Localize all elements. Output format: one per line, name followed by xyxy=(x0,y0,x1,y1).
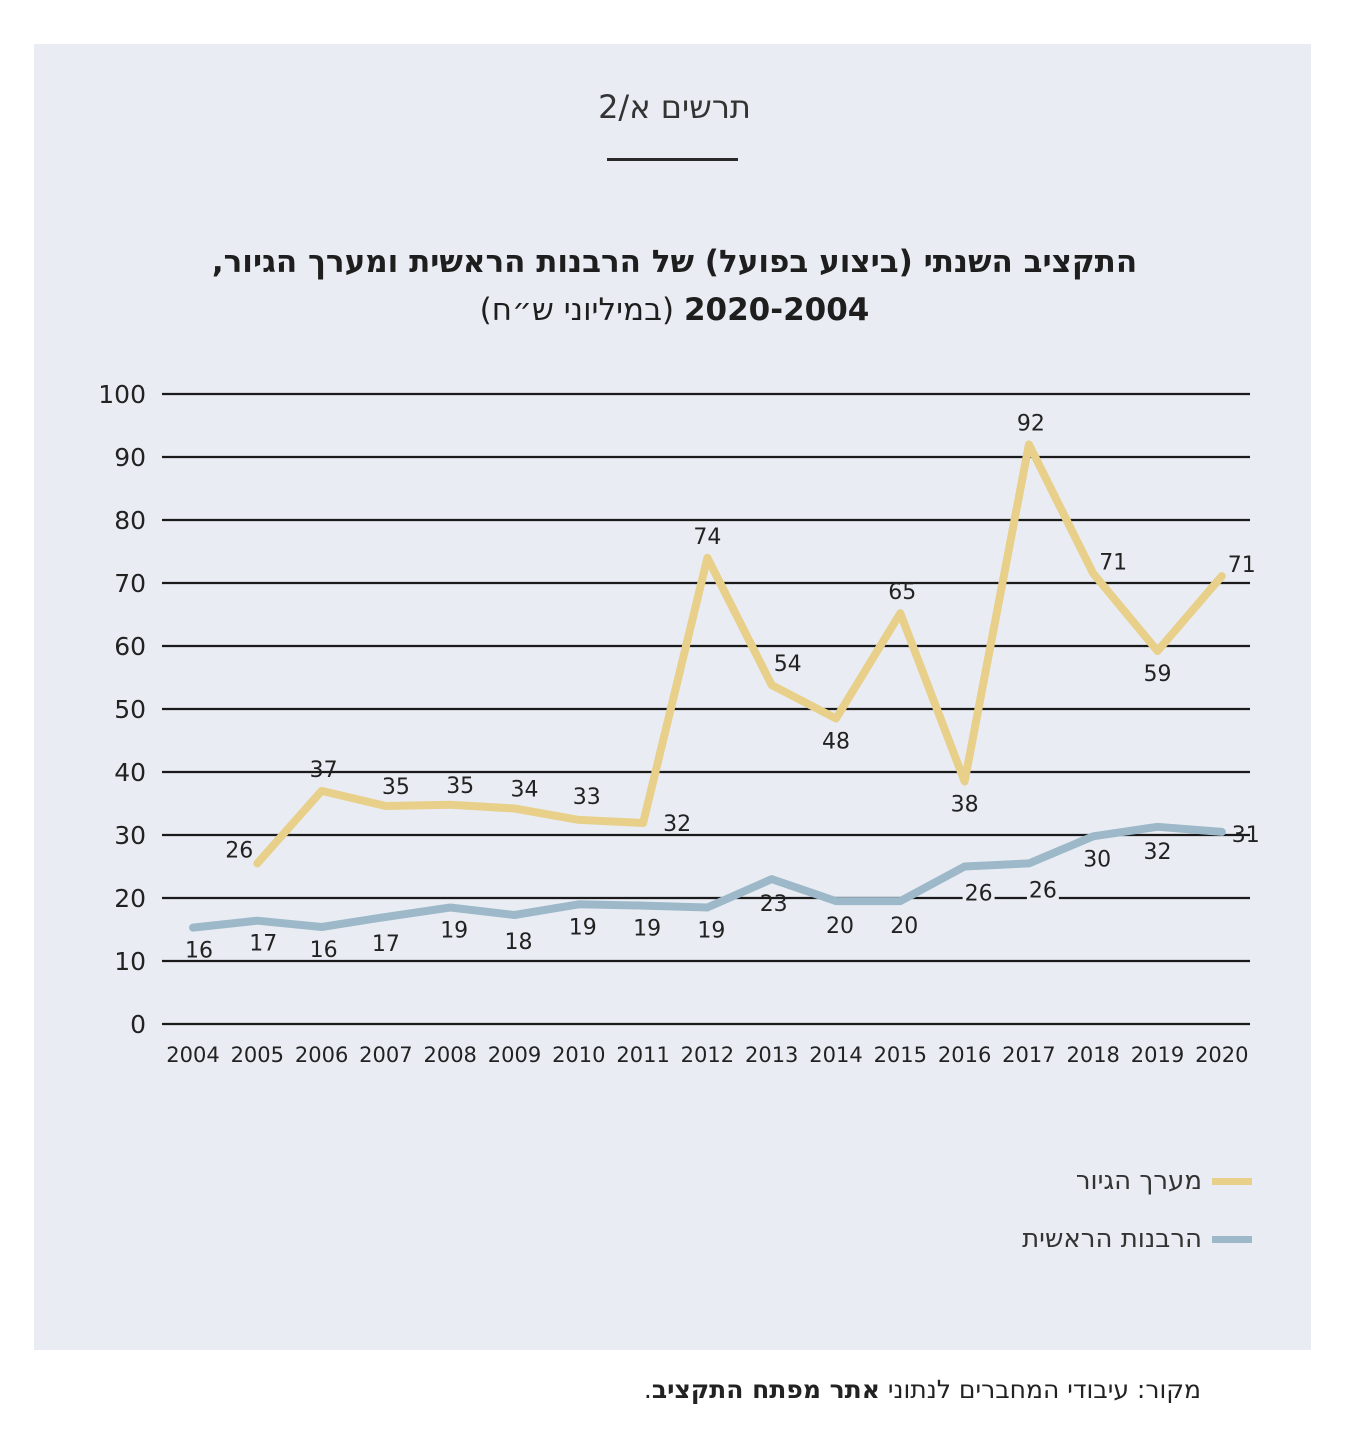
y-tick-label: 40 xyxy=(114,758,146,787)
data-label-0-2012: 74 xyxy=(693,525,721,550)
data-label-0-2005: 26 xyxy=(225,838,253,863)
data-label-1-2011: 19 xyxy=(633,917,661,942)
y-tick-label: 30 xyxy=(114,821,146,850)
legend-label-giyur: מערך הגיור xyxy=(1075,1166,1202,1196)
x-tick-label: 2020 xyxy=(1195,1043,1248,1067)
data-label-1-2010: 19 xyxy=(569,915,597,940)
data-label-1-2016: 26 xyxy=(965,882,993,907)
data-label-1-2006: 16 xyxy=(310,938,338,963)
x-tick-label: 2006 xyxy=(295,1043,348,1067)
chart-title: התקציב השנתי (ביצוע בפועל) של הרבנות הרא… xyxy=(211,244,1138,280)
x-tick-label: 2019 xyxy=(1131,1043,1184,1067)
y-axis-ticks: 0 10 20 30 40 50 60 70 80 90 100 xyxy=(98,380,146,1039)
y-tick-label: 70 xyxy=(114,569,146,598)
data-label-0-2006: 37 xyxy=(310,758,338,783)
x-tick-label: 2008 xyxy=(423,1043,476,1067)
legend-swatch-giyur xyxy=(1212,1177,1252,1185)
data-label-1-2013: 23 xyxy=(760,892,788,917)
y-tick-label: 90 xyxy=(114,443,146,472)
data-label-backdrop xyxy=(962,878,995,907)
data-label-backdrop xyxy=(1026,875,1059,904)
y-tick-label: 60 xyxy=(114,632,146,661)
data-label-0-2013: 54 xyxy=(774,652,802,677)
data-label-1-2020: 31 xyxy=(1232,823,1260,848)
x-axis-ticks: 2004 2005 2006 2007 2008 2009 2010 2011 2012 2013… xyxy=(166,1043,1248,1067)
data-label-0-2019: 59 xyxy=(1144,662,1172,687)
data-label-0-2020: 71 xyxy=(1228,553,1256,578)
x-tick-label: 2013 xyxy=(745,1043,798,1067)
y-tick-label: 50 xyxy=(114,695,146,724)
y-tick-label: 100 xyxy=(98,380,146,409)
x-tick-label: 2007 xyxy=(359,1043,412,1067)
legend-item-rabbanut: הרבנות הראשית xyxy=(1022,1224,1252,1254)
data-label-1-2007: 17 xyxy=(372,932,400,957)
chart-subtitle-units: (במיליוני ש״ח) xyxy=(479,292,675,328)
y-tick-label: 80 xyxy=(114,506,146,535)
source-name: אתר מפתח התקציב xyxy=(651,1375,880,1404)
data-label-0-2010: 33 xyxy=(573,785,601,810)
data-label-0-2016: 38 xyxy=(951,792,979,817)
x-tick-label: 2012 xyxy=(681,1043,734,1067)
y-tick-label: 10 xyxy=(114,947,146,976)
y-tick-label: 0 xyxy=(130,1010,146,1039)
data-label-0-2008: 35 xyxy=(446,774,474,799)
grid-lines xyxy=(162,392,1250,1026)
data-label-0-2017: 92 xyxy=(1017,411,1045,436)
data-labels: 26 37 35 35 34 33 32 74 54 48 65 38 92 71 59 71 16 17 16 17… xyxy=(185,411,1260,963)
x-tick-label: 2009 xyxy=(488,1043,541,1067)
x-tick-label: 2016 xyxy=(938,1043,991,1067)
source-note: מקור: עיבודי המחברים לנתוני אתר מפתח התק… xyxy=(644,1375,1201,1404)
data-label-1-2008: 19 xyxy=(440,918,468,943)
data-label-0-2014: 48 xyxy=(822,729,850,754)
data-label-1-2018: 30 xyxy=(1083,847,1111,872)
data-label-1-2004: 16 xyxy=(185,939,213,964)
series-lines xyxy=(189,440,1226,932)
legend-item-giyur: מערך הגיור xyxy=(1076,1166,1252,1196)
data-label-1-2014: 20 xyxy=(826,914,854,939)
data-label-1-2005: 17 xyxy=(249,932,277,957)
data-label-0-2015: 65 xyxy=(888,580,916,605)
figure-label-underline xyxy=(607,158,738,161)
data-label-1-2012: 19 xyxy=(697,918,725,943)
data-label-1-2019: 32 xyxy=(1144,840,1172,865)
x-tick-label: 2015 xyxy=(874,1043,927,1067)
x-tick-label: 2011 xyxy=(616,1043,669,1067)
source-suffix: . xyxy=(643,1375,652,1404)
data-label-1-2009: 18 xyxy=(505,930,533,955)
figure-label: תרשים א/2 xyxy=(598,88,751,126)
series-line-0 xyxy=(253,440,1226,868)
data-label-1-2017: 26 xyxy=(1029,878,1057,903)
legend-swatch-rabbanut xyxy=(1212,1235,1252,1243)
x-tick-label: 2018 xyxy=(1066,1043,1119,1067)
legend-label-rabbanut: הרבנות הראשית xyxy=(1022,1224,1202,1254)
x-tick-label: 2005 xyxy=(231,1043,284,1067)
data-label-1-2015: 20 xyxy=(890,914,918,939)
x-tick-label: 2004 xyxy=(166,1043,219,1067)
data-label-0-2007: 35 xyxy=(382,775,410,800)
data-label-0-2009: 34 xyxy=(511,778,539,803)
series-line-1 xyxy=(189,822,1226,932)
y-tick-label: 20 xyxy=(114,884,146,913)
source-prefix: מקור: עיבודי המחברים לנתוני xyxy=(879,1375,1201,1404)
chart-subtitle: 2020-2004 (במיליוני ש״ח) xyxy=(0,292,1349,328)
x-tick-label: 2010 xyxy=(552,1043,605,1067)
x-tick-label: 2017 xyxy=(1002,1043,1055,1067)
data-label-0-2018: 71 xyxy=(1099,551,1127,576)
chart-subtitle-years: 2020-2004 xyxy=(683,292,870,328)
data-label-0-2011: 32 xyxy=(663,812,691,837)
x-tick-label: 2014 xyxy=(809,1043,862,1067)
